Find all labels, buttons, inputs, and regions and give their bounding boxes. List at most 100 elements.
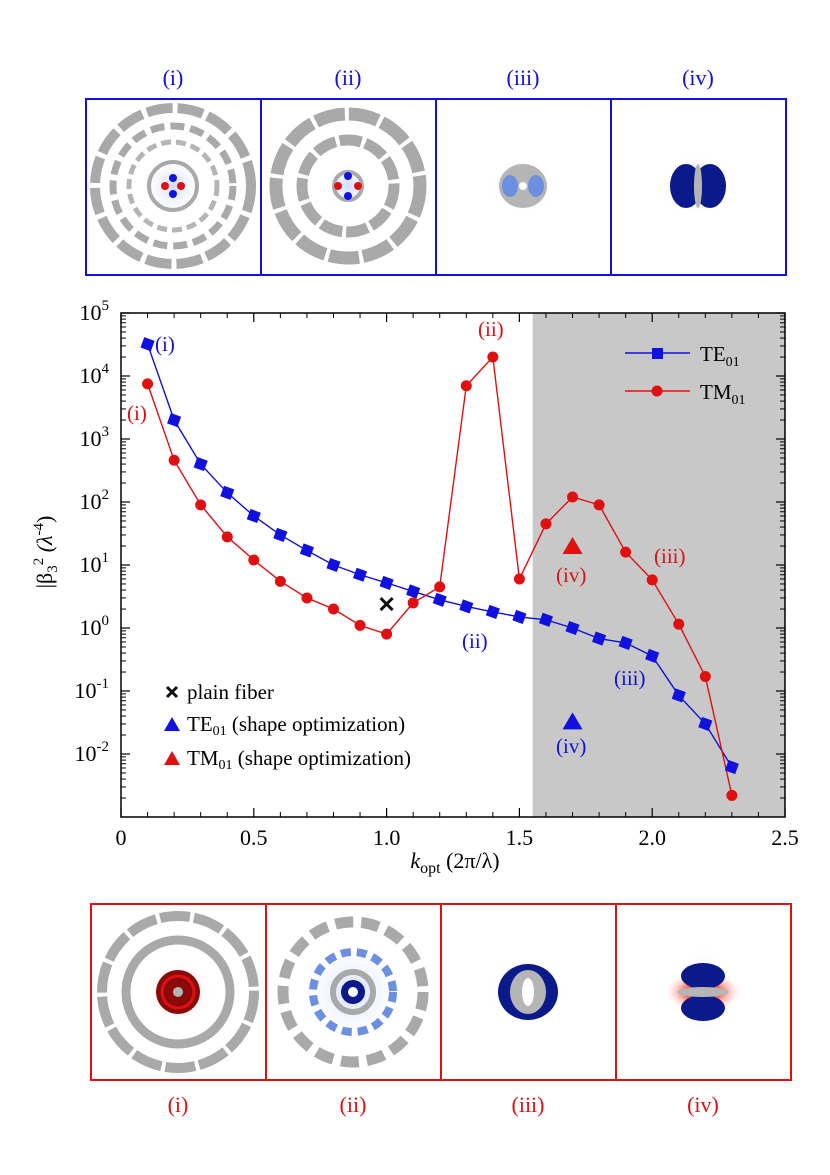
bottom-panel-label-2: (ii) bbox=[340, 1092, 367, 1117]
tm01-point bbox=[195, 499, 207, 511]
top-panel-3-field bbox=[489, 158, 557, 214]
annotation-tm-iv: (iv) bbox=[556, 563, 586, 587]
te01-point bbox=[618, 635, 633, 650]
te01-point bbox=[698, 716, 713, 731]
annotation-te-i: (i) bbox=[155, 332, 175, 356]
tm01-point bbox=[221, 531, 233, 543]
bottom-panel-label-4: (iv) bbox=[687, 1092, 719, 1117]
te01-point bbox=[352, 567, 368, 582]
te01-point bbox=[671, 688, 686, 703]
y-tick-label: 105 bbox=[80, 298, 110, 325]
legend-series: TE01 TM01 bbox=[625, 342, 746, 408]
bottom-panel-3-field bbox=[488, 960, 568, 1024]
tm01-point bbox=[354, 619, 366, 631]
top-panel-label-1: (i) bbox=[163, 65, 184, 90]
tm01-point bbox=[513, 573, 525, 585]
annotation-te-iv: (iv) bbox=[556, 734, 586, 758]
te01-point bbox=[326, 557, 341, 573]
y-tick-label: 101 bbox=[80, 550, 110, 577]
annotation-te-ii: (ii) bbox=[462, 629, 488, 653]
tm01-point bbox=[301, 592, 313, 604]
x-tick-label: 0 bbox=[116, 825, 127, 850]
axis-ticks: 0 0.5 1.0 1.5 2.0 2.5 105 104 103 102 101 100 10-1 10… bbox=[75, 298, 799, 850]
te01-point bbox=[246, 508, 261, 524]
annotation-te-iii: (iii) bbox=[614, 666, 646, 690]
tm01-point bbox=[673, 618, 685, 630]
tm01-point bbox=[381, 628, 393, 640]
x-axis-label: kopt (2π/λ) bbox=[410, 848, 499, 877]
te01-point bbox=[432, 592, 447, 607]
legend-tm-label: TM01 bbox=[700, 380, 746, 408]
tm01-point bbox=[168, 454, 180, 466]
x-tick-label: 1.5 bbox=[506, 825, 534, 850]
legend-te-label: TE01 bbox=[700, 342, 740, 370]
tm01-point bbox=[726, 789, 738, 801]
bottom-panel-label-1: (i) bbox=[168, 1092, 189, 1117]
tm01-point bbox=[142, 378, 154, 390]
x-tick-label: 2.0 bbox=[638, 825, 666, 850]
te01-point bbox=[592, 631, 607, 646]
y-tick-label: 103 bbox=[80, 424, 110, 451]
te01-point bbox=[273, 527, 288, 542]
te01-point bbox=[724, 760, 739, 775]
tm01-point bbox=[593, 499, 605, 511]
bottom-panel-label-3: (iii) bbox=[512, 1092, 545, 1117]
series-markers bbox=[140, 337, 739, 801]
te01-point bbox=[406, 584, 421, 599]
bottom-panel-1-field bbox=[97, 911, 259, 1073]
bottom-panel-4-field bbox=[663, 944, 743, 1040]
y-tick-label: 104 bbox=[80, 361, 110, 388]
x-tick-label: 2.5 bbox=[771, 825, 799, 850]
te01-point bbox=[459, 599, 474, 614]
te01-point bbox=[140, 337, 155, 352]
tm01-point bbox=[434, 581, 446, 593]
legend-special: plain fiber TE01 (shape optimization) TM… bbox=[164, 680, 411, 773]
legend-te-opt-marker bbox=[164, 717, 180, 731]
y-tick-label: 10-2 bbox=[75, 739, 110, 766]
y-tick-label: 102 bbox=[80, 487, 110, 514]
top-panel-label-4: (iv) bbox=[682, 65, 714, 90]
te01-point bbox=[220, 485, 235, 500]
annotation-tm-iii: (iii) bbox=[654, 544, 686, 568]
top-panel-4-field bbox=[656, 154, 740, 218]
legend-tm-opt-label: TM01 (shape optimization) bbox=[187, 746, 411, 773]
bottom-mode-panels: (i) (ii) (iii) (iv) bbox=[90, 903, 792, 1117]
legend-plain-fiber-label: plain fiber bbox=[187, 680, 274, 704]
te01-point bbox=[485, 604, 500, 619]
tm01-point bbox=[646, 574, 658, 586]
tm01-point bbox=[567, 491, 579, 503]
te01-point bbox=[645, 648, 660, 664]
plain-fiber-point bbox=[379, 596, 394, 612]
shaded-region bbox=[532, 313, 785, 817]
x-tick-label: 0.5 bbox=[240, 825, 268, 850]
special-markers bbox=[379, 537, 583, 730]
te01-shape-opt-point bbox=[562, 712, 583, 730]
annotation-tm-ii: (ii) bbox=[478, 317, 504, 341]
tm01-point bbox=[327, 603, 339, 615]
legend-tm-marker bbox=[651, 385, 663, 397]
legend-te-opt-label: TE01 (shape optimization) bbox=[187, 712, 405, 739]
annotation-tm-i: (i) bbox=[127, 401, 147, 425]
tm01-point bbox=[487, 351, 499, 363]
legend-plain-fiber-marker bbox=[165, 685, 179, 699]
legend-tm-opt-marker bbox=[164, 751, 180, 765]
bottom-panel-2-field bbox=[277, 916, 429, 1068]
te01-point bbox=[538, 612, 554, 627]
top-panel-1-field bbox=[90, 103, 256, 269]
plain-fiber-stroke bbox=[379, 596, 394, 612]
top-mode-panels: (i) (ii) (iii) (iv) bbox=[85, 65, 787, 276]
beta3-chart: 0 0.5 1.0 1.5 2.0 2.5 105 104 103 102 101 100 10-1 10… bbox=[31, 298, 799, 877]
te01-point bbox=[167, 412, 182, 428]
tm01-point bbox=[407, 597, 419, 609]
y-tick-label: 100 bbox=[80, 613, 110, 640]
x-tick-label: 1.0 bbox=[373, 825, 401, 850]
top-panel-2-field bbox=[269, 107, 427, 265]
tm01-point bbox=[620, 546, 632, 558]
te01-point bbox=[512, 609, 527, 624]
top-panel-label-2: (ii) bbox=[335, 65, 362, 90]
te01-point bbox=[193, 457, 208, 472]
top-panel-label-3: (iii) bbox=[507, 65, 540, 90]
te01-point bbox=[379, 575, 394, 590]
tm01-shape-opt-point bbox=[562, 537, 583, 555]
